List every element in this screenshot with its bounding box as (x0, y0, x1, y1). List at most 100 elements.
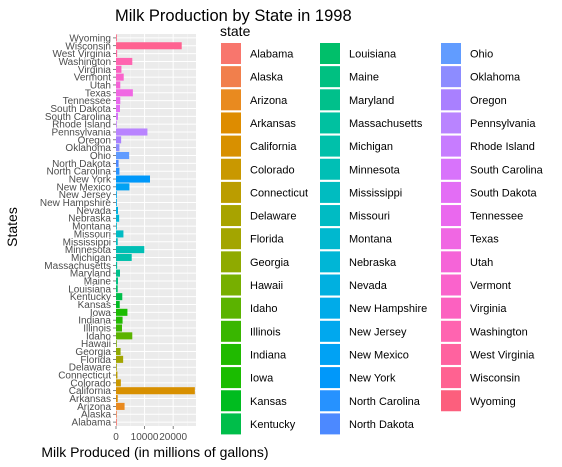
legend-item-nebraska: Nebraska (320, 251, 397, 273)
legend-key (221, 251, 241, 273)
y-tick-label-wyoming: Wyoming (69, 33, 111, 44)
legend-item-illinois: Illinois (221, 320, 281, 342)
x-axis-ticks: 0 10000 20000 (113, 426, 187, 443)
bar-california (116, 387, 195, 395)
legend-label: Massachusetts (349, 118, 423, 130)
y-axis-title: States (4, 207, 20, 247)
legend-label: Colorado (250, 164, 295, 176)
legend-item-maryland: Maryland (320, 89, 394, 111)
legend-item-texas: Texas (441, 228, 499, 250)
legend-key (221, 413, 241, 435)
legend-item-south-carolina: South Carolina (441, 158, 544, 180)
y-tick-label-new-york: New York (69, 175, 112, 186)
legend-item-alabama: Alabama (221, 43, 294, 64)
y-tick-label-oklahoma: Oklahoma (65, 143, 111, 154)
legend-key (441, 181, 461, 203)
legend-item-washington: Washington (441, 320, 528, 342)
bar-ohio (116, 151, 130, 160)
legend-label: Iowa (250, 373, 274, 385)
legend-label: Hawaii (250, 280, 283, 292)
bar-west-virginia (116, 50, 118, 58)
chart-title: Milk Production by State in 1998 (115, 7, 352, 25)
legend-key (221, 158, 241, 180)
legend-key (320, 297, 340, 319)
legend-label: West Virginia (470, 349, 535, 361)
legend-label: Missouri (349, 211, 390, 223)
legend-item-delaware: Delaware (221, 205, 296, 227)
legend-item-michigan: Michigan (320, 135, 393, 157)
bar-michigan (116, 253, 132, 261)
legend-item-arizona: Arizona (221, 89, 288, 111)
bar-oklahoma (116, 144, 120, 152)
legend-label: Nebraska (349, 257, 397, 269)
y-tick-label-south-dakota: South Dakota (50, 104, 111, 115)
legend-key (221, 320, 241, 342)
legend-key (320, 112, 340, 134)
legend-key (221, 297, 241, 319)
y-tick-label-north-carolina: North Carolina (47, 167, 112, 178)
legend-label: Georgia (250, 257, 290, 269)
legend-label: Alabama (250, 49, 294, 61)
y-tick-label-virginia: Virginia (78, 65, 112, 76)
legend-item-kentucky: Kentucky (221, 413, 296, 435)
legend-key (320, 367, 340, 389)
legend-item-new-mexico: New Mexico (320, 343, 409, 365)
y-tick-label-louisiana: Louisiana (68, 284, 111, 295)
legend-key (221, 112, 241, 134)
y-tick-label-arizona: Arizona (77, 402, 111, 413)
bar-mississippi (116, 238, 118, 246)
legend-key (320, 274, 340, 296)
bar-minnesota (116, 246, 145, 254)
legend-label: Montana (349, 234, 393, 246)
y-tick-label-iowa: Iowa (90, 308, 112, 319)
y-tick-label-florida: Florida (80, 355, 111, 366)
bar-arizona (116, 402, 125, 410)
bar-idaho (116, 332, 133, 340)
legend-key (441, 320, 461, 342)
bar-iowa (116, 308, 128, 316)
legend-key (320, 343, 340, 365)
legend-key (441, 367, 461, 389)
legend-label: Arkansas (250, 118, 296, 130)
legend-key (320, 251, 340, 273)
legend-item-mississippi: Mississippi (320, 181, 402, 203)
legend-label: Connecticut (250, 187, 308, 199)
y-tick-label-vermont: Vermont (74, 73, 111, 84)
legend-label: Washington (470, 326, 528, 338)
y-tick-label-utah: Utah (90, 80, 111, 91)
bar-louisiana (116, 285, 118, 293)
y-tick-label-nevada: Nevada (77, 206, 112, 217)
legend-label: Wisconsin (470, 373, 520, 385)
legend-key (441, 274, 461, 296)
legend-key (441, 135, 461, 157)
legend-item-indiana: Indiana (221, 343, 287, 365)
legend-label: New Hampshire (349, 303, 427, 315)
legend-label: North Carolina (349, 396, 421, 408)
legend-key (221, 66, 241, 88)
y-tick-label-texas: Texas (85, 88, 111, 99)
legend-item-pennsylvania: Pennsylvania (441, 112, 536, 134)
legend-label: Utah (470, 257, 493, 269)
y-tick-label-tennessee: Tennessee (63, 96, 112, 107)
legend-item-arkansas: Arkansas (221, 112, 296, 134)
y-tick-label-missouri: Missouri (74, 229, 111, 240)
legend-item-new-york: New York (320, 367, 396, 389)
y-tick-label-washington: Washington (59, 57, 111, 68)
bar-alabama (116, 418, 117, 426)
bar-montana (116, 222, 117, 230)
y-tick-label-minnesota: Minnesota (65, 245, 112, 256)
legend-label: Kansas (250, 396, 287, 408)
y-tick-label-west-virginia: West Virginia (52, 49, 111, 60)
legend-label: Mississippi (349, 187, 402, 199)
bar-nevada (116, 206, 118, 214)
y-tick-label-pennsylvania: Pennsylvania (52, 128, 112, 139)
bar-illinois (116, 324, 122, 332)
x-tick-label: 20000 (159, 432, 187, 443)
bar-south-dakota (116, 104, 120, 113)
legend-label: New Mexico (349, 349, 409, 361)
legend-label: Texas (470, 234, 499, 246)
legend-item-kansas: Kansas (221, 390, 287, 412)
bar-north-carolina (116, 167, 120, 175)
